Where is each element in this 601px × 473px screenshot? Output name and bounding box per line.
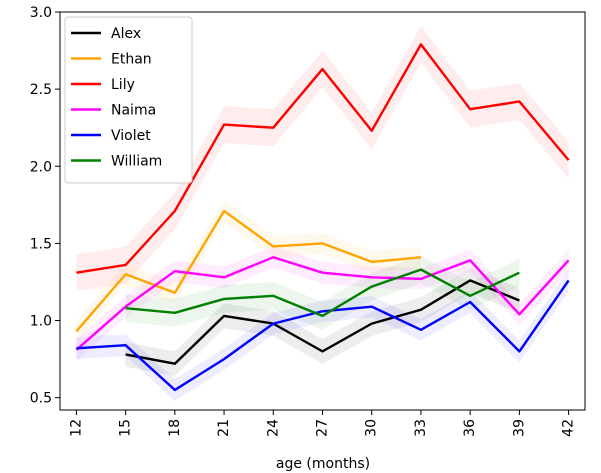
line-william: [125, 268, 520, 318]
legend-label-william: William: [111, 154, 162, 170]
x-tick-label: 27: [315, 419, 331, 437]
legend-label-ethan: Ethan: [111, 52, 152, 68]
y-tick-label: 2.0: [30, 159, 52, 175]
line-violet: [76, 279, 570, 392]
line-ethan: [75, 209, 422, 333]
line-lily: [76, 43, 570, 274]
x-tick-label: 36: [462, 419, 478, 437]
band-alex: [125, 268, 520, 377]
legend-label-alex: Alex: [111, 26, 141, 42]
x-tick-label: 42: [561, 419, 577, 437]
line-naima: [75, 256, 570, 351]
legend-label-lily: Lily: [111, 77, 135, 93]
y-tick-label: 1.5: [30, 236, 52, 252]
legend: Alex Ethan Lily Naima Violet William: [64, 16, 193, 184]
legend-label-violet: Violet: [111, 128, 151, 144]
y-tick-label: 1.0: [30, 314, 52, 330]
x-tick-label: 15: [118, 419, 134, 437]
y-axis-ticks: 0.5 1.0 1.5 2.0 2.5 3.0: [30, 5, 60, 407]
x-tick-label: 24: [265, 419, 281, 437]
x-tick-label: 18: [167, 419, 183, 437]
y-tick-label: 0.5: [30, 391, 52, 407]
x-tick-label: 30: [364, 419, 380, 437]
line-alex: [125, 279, 520, 365]
y-tick-label: 3.0: [30, 5, 52, 21]
band-violet: [76, 269, 569, 401]
band-lily: [76, 25, 569, 292]
x-axis-label: age (months): [276, 456, 370, 472]
x-tick-label: 21: [216, 419, 232, 437]
x-tick-label: 39: [511, 419, 527, 437]
x-tick-label: 12: [68, 419, 84, 437]
band-william: [125, 255, 520, 330]
y-tick-label: 2.5: [30, 82, 52, 98]
series-lines: [75, 43, 570, 392]
x-axis-ticks: 12 15 18 21 24 27 30 33 36 39 42: [68, 410, 577, 437]
legend-label-naima: Naima: [111, 103, 156, 119]
x-tick-label: 33: [413, 419, 429, 437]
